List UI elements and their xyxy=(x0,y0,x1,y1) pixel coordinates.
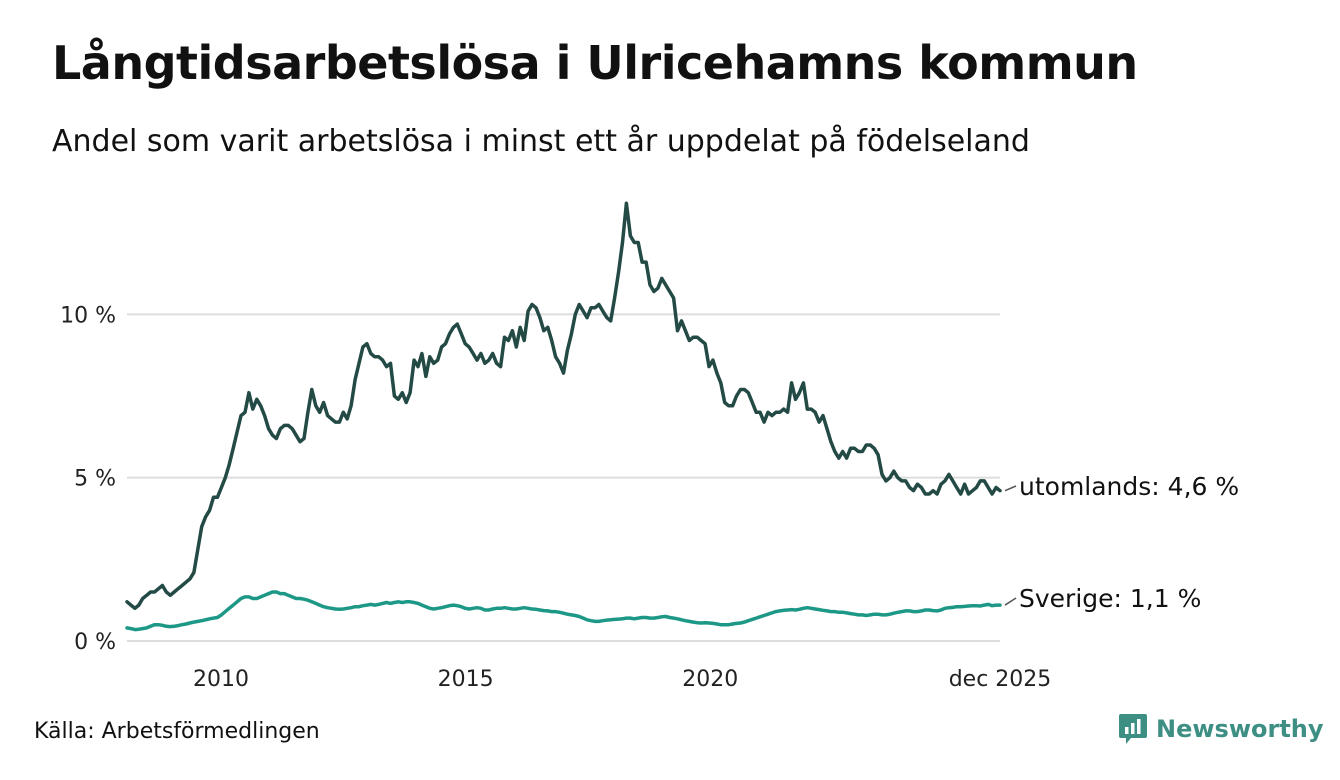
end-label-connector xyxy=(1004,597,1017,606)
gridlines xyxy=(127,313,1000,642)
series-line-sverige xyxy=(125,590,1002,632)
end-label-connector xyxy=(1004,485,1017,492)
y-tick-label: 10 % xyxy=(60,303,116,328)
end-label-utomlands: utomlands: 4,6 % xyxy=(1019,472,1239,501)
end-labels: utomlands: 4,6 % Sverige: 1,1 % xyxy=(1004,472,1239,613)
brand-logo[interactable]: Newsworthy xyxy=(1118,712,1324,746)
end-label-sverige: Sverige: 1,1 % xyxy=(1019,584,1201,613)
chart-subtitle: Andel som varit arbetslösa i minst ett å… xyxy=(52,124,1030,159)
line-chart: 0 % 5 % 10 % 2010 2015 2020 dec 2025 utomland… xyxy=(60,201,1239,692)
series-lines xyxy=(125,201,1002,632)
y-axis-ticks: 0 % 5 % 10 % xyxy=(60,303,116,655)
x-tick-label: 2010 xyxy=(193,667,249,692)
newsworthy-logo-icon xyxy=(1119,714,1147,744)
y-tick-label: 0 % xyxy=(74,630,116,655)
series-line-utomlands xyxy=(125,201,1002,611)
x-tick-label: 2015 xyxy=(438,667,494,692)
x-axis-ticks: 2010 2015 2020 dec 2025 xyxy=(193,667,1051,692)
x-tick-label: dec 2025 xyxy=(949,667,1052,692)
source-note: Källa: Arbetsförmedlingen xyxy=(34,719,320,744)
chart-title: Långtidsarbetslösa i Ulricehamns kommun xyxy=(52,36,1138,90)
x-tick-label: 2020 xyxy=(682,667,738,692)
y-tick-label: 5 % xyxy=(74,467,116,492)
brand-name: Newsworthy xyxy=(1156,715,1324,743)
